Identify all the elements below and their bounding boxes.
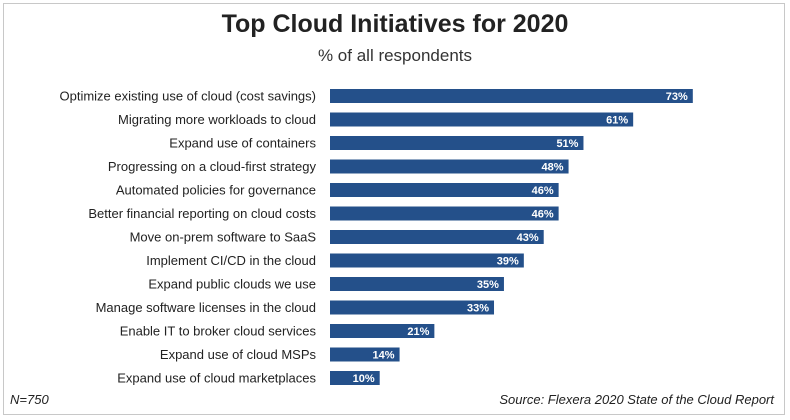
sample-size-note: N=750: [10, 392, 49, 407]
category-label: Move on-prem software to SaaS: [130, 230, 317, 245]
data-label: 73%: [666, 91, 688, 103]
bar: [330, 371, 380, 385]
bar: [330, 230, 544, 244]
bar: [330, 324, 435, 338]
bar: [330, 253, 524, 268]
source-note: Source: Flexera 2020 State of the Cloud …: [499, 392, 774, 407]
chart-frame: [3, 3, 785, 415]
data-label: 33%: [467, 303, 489, 315]
data-label: 46%: [532, 209, 554, 221]
data-label: 61%: [606, 115, 628, 127]
category-label: Expand use of cloud marketplaces: [117, 371, 316, 386]
data-label: 43%: [517, 232, 539, 244]
data-label: 35%: [477, 279, 499, 291]
bar: [330, 183, 559, 197]
category-label: Migrating more workloads to cloud: [118, 112, 316, 127]
data-label: 51%: [556, 138, 578, 150]
bar: [330, 159, 569, 174]
chart-subtitle: % of all respondents: [317, 46, 473, 65]
data-label: 39%: [497, 256, 519, 268]
category-label: Manage software licenses in the cloud: [96, 300, 316, 315]
category-label: Automated policies for governance: [116, 183, 316, 198]
category-label: Expand use of containers: [169, 136, 316, 151]
bar: [330, 136, 584, 150]
category-label: Better financial reporting on cloud cost…: [88, 206, 316, 221]
category-label: Expand use of cloud MSPs: [160, 347, 317, 362]
bar: [330, 277, 504, 291]
category-label: Optimize existing use of cloud (cost sav…: [60, 89, 317, 104]
category-label: Progressing on a cloud-first strategy: [108, 159, 317, 174]
bar: [330, 89, 693, 103]
bar: [330, 347, 400, 362]
chart-title: Top Cloud Initiatives for 2020: [221, 10, 569, 38]
data-label: 14%: [373, 350, 395, 362]
bar: [330, 300, 495, 315]
data-label: 10%: [353, 373, 375, 385]
data-label: 48%: [542, 162, 564, 174]
category-label: Implement CI/CD in the cloud: [146, 253, 316, 268]
bar: [330, 112, 634, 127]
bar: [330, 206, 559, 221]
category-label: Enable IT to broker cloud services: [120, 324, 317, 339]
category-label: Expand public clouds we use: [148, 277, 316, 292]
data-label: 46%: [532, 185, 554, 197]
data-label: 21%: [407, 326, 429, 338]
